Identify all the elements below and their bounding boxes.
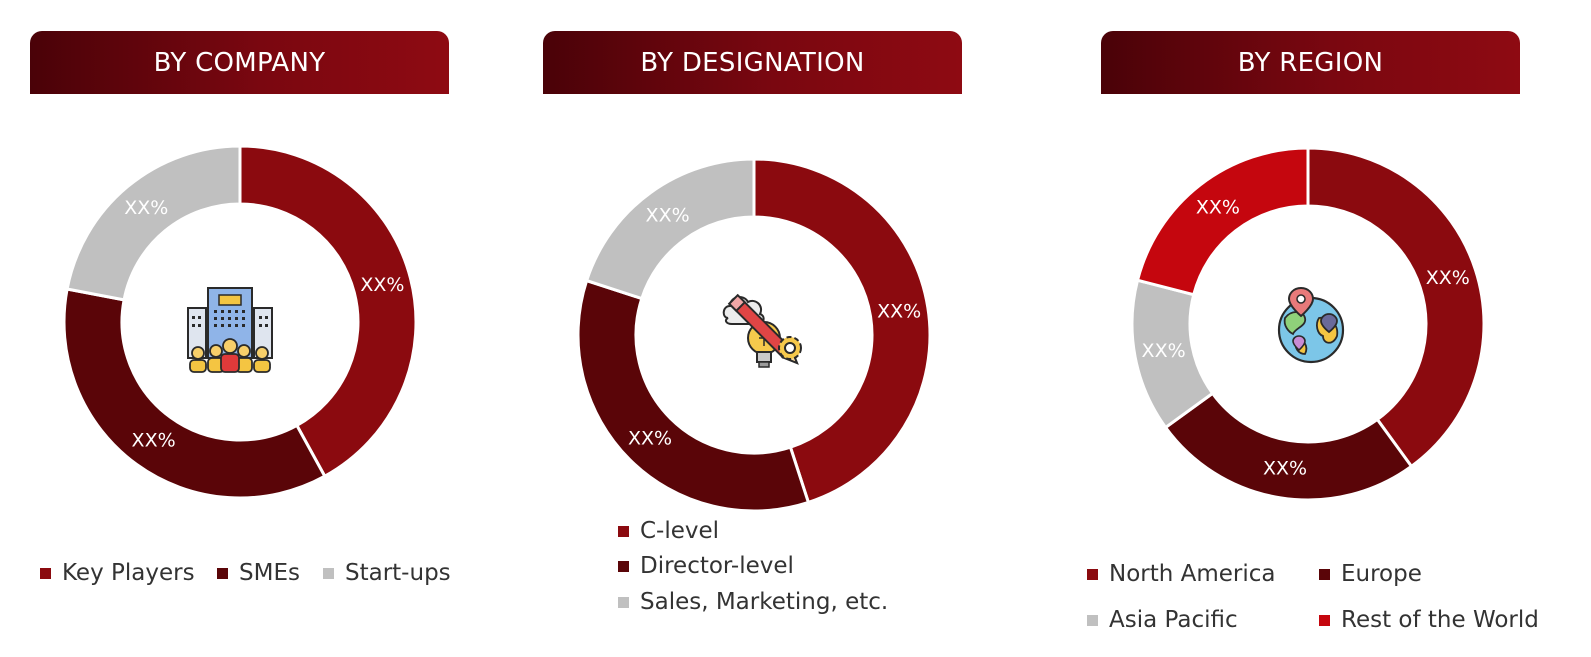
legend-item-start-ups: Start-ups [323, 560, 451, 586]
globe-location-pins-icon [1277, 286, 1345, 364]
legend-item-europe: Europe [1319, 561, 1422, 587]
slice-value-label: XX% [877, 301, 921, 323]
legend-swatch [1087, 614, 1098, 626]
slice-value-label: XX% [628, 427, 672, 449]
donut-slice-smes [62, 287, 327, 500]
legend-label: C-level [640, 518, 720, 544]
legend-label: Rest of the World [1341, 607, 1539, 633]
donut-chart-company: XX% XX% XX% [62, 144, 418, 500]
legend-swatch [1319, 568, 1330, 580]
slice-value-label: XX% [132, 429, 176, 451]
legend-label: Key Players [62, 560, 195, 586]
donut-slice-director-level [576, 278, 811, 513]
chart-title-region: BY REGION [1101, 31, 1520, 94]
legend-swatch [618, 560, 629, 572]
legend-label: Sales, Marketing, etc. [640, 589, 889, 615]
slice-value-label: XX% [646, 205, 690, 227]
slice-value-label: XX% [360, 274, 404, 296]
slice-value-label: XX% [1426, 267, 1470, 289]
legend-label: Director-level [640, 553, 794, 579]
slice-value-label: XX% [1142, 340, 1186, 362]
chart-title-designation: BY DESIGNATION [543, 31, 962, 94]
legend-label: Start-ups [345, 560, 451, 586]
chart-title-company: BY COMPANY [30, 31, 449, 94]
office-building-team-icon [187, 287, 273, 373]
legend-swatch [618, 596, 629, 608]
slice-value-label: XX% [1196, 196, 1240, 218]
legend-item-smes: SMEs [217, 560, 300, 586]
legend-label: Asia Pacific [1109, 607, 1238, 633]
legend-swatch [1319, 614, 1330, 626]
legend-swatch [1087, 568, 1098, 580]
legend-label: SMEs [239, 560, 300, 586]
donut-slice-europe [1163, 391, 1414, 502]
donut-slice-c-level [752, 157, 932, 505]
legend-swatch [217, 567, 228, 579]
legend-item-sales-marketing: Sales, Marketing, etc. [618, 589, 888, 615]
legend-swatch [323, 567, 334, 579]
donut-slice-rest-of-the-world [1135, 146, 1310, 297]
legend-swatch [40, 567, 51, 579]
legend-label: North America [1109, 561, 1276, 587]
legend-item-key-players: Key Players [40, 560, 195, 586]
donut-slice-north-america [1306, 146, 1486, 469]
donut-slice-start-ups [65, 144, 242, 302]
legend-item-director-level: Director-level [618, 553, 794, 579]
legend-label: Europe [1341, 561, 1422, 587]
legend-item-c-level: C-level [618, 518, 719, 544]
slice-value-label: XX% [124, 197, 168, 219]
legend-item-north-america: North America [1087, 561, 1276, 587]
legend-swatch [618, 525, 629, 537]
donut-chart-designation: XX% XX% XX% [576, 157, 932, 513]
legend-item-rest-of-world: Rest of the World [1319, 607, 1539, 633]
legend-item-asia-pacific: Asia Pacific [1087, 607, 1238, 633]
donut-slice-key-players [238, 144, 418, 479]
idea-pencil-gear-icon [722, 293, 802, 368]
donut-slice-sales-marketing-etc [584, 157, 756, 301]
slice-value-label: XX% [1263, 458, 1307, 480]
